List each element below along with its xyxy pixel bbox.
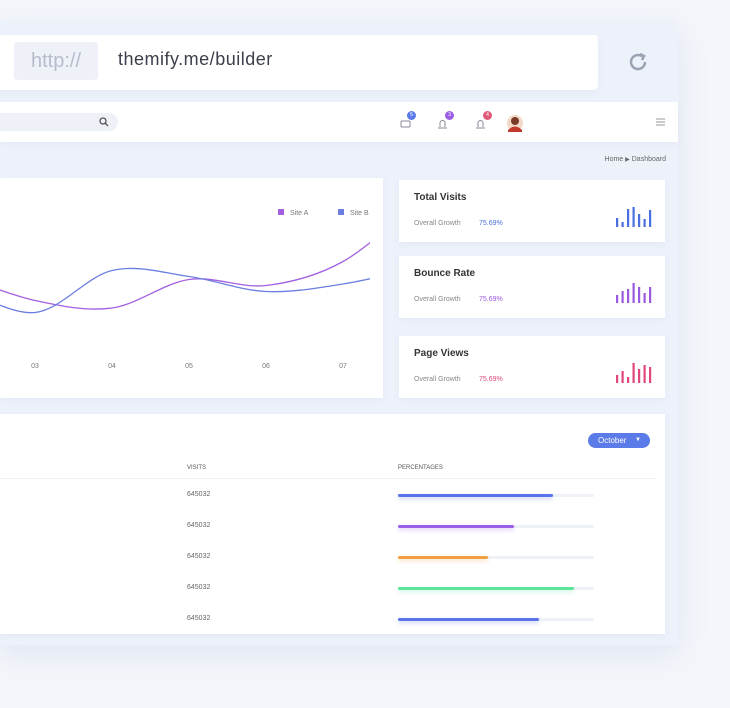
progress-track: [398, 618, 594, 621]
x-tick-label: 04: [108, 363, 116, 370]
mini-bar: [616, 218, 619, 227]
breadcrumb: Home ▶ Dashboard: [604, 156, 666, 163]
mini-bar: [632, 283, 635, 303]
progress-track: [398, 556, 594, 559]
mini-bar: [621, 371, 624, 383]
mini-bar: [632, 363, 635, 383]
stat-label: Overall Growth: [414, 376, 461, 383]
table-card: October ▼ VISITS PERCENTAGES 645032 645032…: [0, 414, 665, 634]
mini-bar: [649, 210, 652, 227]
mini-bar-chart: [616, 207, 652, 227]
notification-badge: 4: [483, 111, 492, 120]
navbar: 5 3 4: [0, 102, 678, 142]
search-icon: [99, 117, 109, 127]
mini-bar: [616, 295, 619, 303]
legend-label: Site B: [350, 210, 369, 217]
progress-track: [398, 494, 594, 497]
legend-swatch: [338, 209, 344, 215]
address-bar[interactable]: http:// themify.me/builder: [0, 35, 598, 90]
mini-bar: [621, 222, 624, 227]
menu-icon[interactable]: [656, 118, 666, 126]
header-divider: [0, 478, 655, 479]
progress-bar: [398, 494, 553, 497]
stat-label: Overall Growth: [414, 220, 461, 227]
nav-icons[interactable]: [398, 110, 528, 136]
mini-bar: [649, 367, 652, 383]
mini-bar: [621, 291, 624, 303]
mini-bar-chart: [616, 283, 652, 303]
visits-cell: 645032: [187, 522, 211, 529]
mini-bar: [638, 369, 641, 383]
stat-growth: 75.69%: [479, 376, 503, 383]
visits-cell: 645032: [187, 584, 211, 591]
dropdown-label: October: [598, 436, 627, 445]
progress-track: [398, 587, 594, 590]
column-header: VISITS: [187, 465, 207, 471]
visits-cell: 645032: [187, 553, 211, 560]
mini-bar: [616, 375, 619, 383]
stat-label: Overall Growth: [414, 296, 461, 303]
stat-title: Total Visits: [414, 192, 467, 203]
legend-label: Site A: [290, 210, 309, 217]
progress-bar: [398, 587, 575, 590]
stat-card: Bounce Rate Overall Growth 75.69%: [399, 256, 665, 318]
mini-bar: [649, 287, 652, 303]
stat-card: Page Views Overall Growth 75.69%: [399, 336, 665, 398]
mini-bar: [632, 207, 635, 227]
month-dropdown[interactable]: October ▼: [588, 433, 650, 448]
progress-bar: [398, 618, 540, 621]
line-chart-card: 03 04 05 06 07 Site A Site B: [0, 178, 383, 398]
series-line: [0, 267, 370, 314]
stat-card: Total Visits Overall Growth 75.69%: [399, 180, 665, 242]
progress-bar: [398, 525, 514, 528]
x-tick-label: 05: [185, 363, 193, 370]
mini-bar: [638, 214, 641, 227]
x-tick-label: 06: [262, 363, 270, 370]
stat-title: Bounce Rate: [414, 268, 476, 279]
x-tick-label: 07: [339, 363, 347, 370]
mini-bar: [638, 287, 641, 303]
breadcrumb-item: Dashboard: [631, 156, 666, 163]
visits-cell: 645032: [187, 615, 211, 622]
mini-bar: [643, 219, 646, 227]
url: themify.me/builder: [118, 49, 273, 69]
mini-bar: [627, 289, 630, 303]
progress-track: [398, 525, 594, 528]
column-header: PERCENTAGES: [398, 465, 443, 471]
line-chart: 03 04 05 06 07 Site A Site B: [0, 209, 370, 370]
notification-badge: 5: [407, 111, 416, 120]
progress-bar: [398, 556, 489, 559]
protocol: http://: [14, 42, 98, 80]
mini-bar: [627, 377, 630, 383]
mini-bar: [627, 209, 630, 227]
stat-title: Page Views: [414, 348, 469, 359]
x-tick-label: 03: [31, 363, 39, 370]
mini-bar: [643, 365, 646, 383]
notification-badge: 3: [445, 111, 454, 120]
legend-swatch: [278, 209, 284, 215]
search-box[interactable]: [0, 113, 118, 131]
visits-cell: 645032: [187, 491, 211, 498]
mini-bar: [643, 293, 646, 303]
stat-growth: 75.69%: [479, 296, 503, 303]
mini-bar-chart: [616, 363, 652, 383]
breadcrumb-item[interactable]: Home: [604, 156, 624, 163]
series-line: [0, 241, 370, 310]
refresh-icon[interactable]: [626, 50, 650, 74]
stat-growth: 75.69%: [479, 220, 503, 227]
